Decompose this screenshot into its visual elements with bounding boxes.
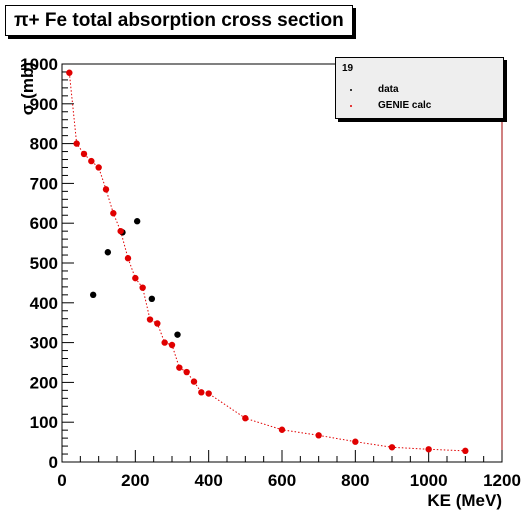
data-point-genie-calc xyxy=(80,150,88,158)
chart-title-box: π+ Fe total absorption cross section xyxy=(5,5,353,36)
data-point-genie-calc xyxy=(161,339,168,346)
data-point-genie-calc xyxy=(88,157,95,165)
data-point-data xyxy=(148,295,156,303)
data-point-genie-calc xyxy=(278,426,286,433)
y-tick-label: 700 xyxy=(30,174,58,193)
y-tick-label: 200 xyxy=(30,373,58,392)
y-tick-label: 600 xyxy=(30,214,58,233)
y-tick-label: 0 xyxy=(49,453,58,472)
data-point-genie-calc xyxy=(146,316,154,323)
x-tick-label: 800 xyxy=(341,471,369,490)
y-tick-label: 900 xyxy=(30,95,58,114)
data-point-genie-calc xyxy=(388,444,396,451)
data-point-genie-calc xyxy=(462,447,469,455)
data-point-data xyxy=(89,291,97,299)
data-point-genie-calc xyxy=(242,415,249,422)
data-point-genie-calc xyxy=(190,378,198,385)
legend-entry-data: data xyxy=(346,84,399,95)
x-tick-label: 200 xyxy=(121,471,149,490)
data-point-genie-calc xyxy=(102,186,110,193)
data-point-genie-calc xyxy=(124,255,132,262)
data-point-genie-calc xyxy=(176,364,183,371)
data-point-genie-calc xyxy=(168,341,176,349)
data-point-genie-calc xyxy=(198,389,205,396)
data-point-genie-calc xyxy=(66,69,73,76)
legend: 19 data GENIE calc xyxy=(335,57,504,119)
data-point-genie-calc xyxy=(183,368,190,376)
x-tick-label: 1200 xyxy=(483,471,521,490)
x-tick-label: 600 xyxy=(268,471,296,490)
legend-marker-data xyxy=(346,85,356,95)
y-axis-label: σ (mb) xyxy=(18,62,37,115)
data-point-genie-calc xyxy=(73,140,80,147)
data-point-genie-calc xyxy=(205,390,212,397)
data-point-genie-calc xyxy=(352,438,359,445)
data-point-data xyxy=(133,218,141,225)
y-tick-label: 300 xyxy=(30,334,58,353)
data-point-genie-calc xyxy=(154,320,161,327)
data-point-genie-calc xyxy=(117,227,124,235)
y-tick-label: 1000 xyxy=(20,55,58,74)
y-tick-label: 500 xyxy=(30,254,58,273)
legend-entry-genie: GENIE calc xyxy=(346,100,431,111)
data-point-genie-calc xyxy=(132,274,139,282)
series-line-genie-calc xyxy=(68,72,466,452)
data-point-data xyxy=(174,331,181,338)
data-point-data xyxy=(104,249,112,256)
x-axis-label: KE (MeV) xyxy=(427,491,502,510)
legend-label-data: data xyxy=(378,84,399,95)
y-tick-label: 400 xyxy=(30,294,58,313)
chart-title: π+ Fe total absorption cross section xyxy=(14,9,344,31)
data-point-genie-calc xyxy=(425,446,432,453)
data-point-genie-calc xyxy=(95,164,102,171)
x-tick-label: 400 xyxy=(194,471,222,490)
data-point-genie-calc xyxy=(315,432,322,439)
legend-marker-genie xyxy=(346,101,356,111)
plot-frame xyxy=(61,63,503,463)
x-tick-label: 1000 xyxy=(410,471,448,490)
y-tick-label: 800 xyxy=(30,135,58,154)
data-point-genie-calc xyxy=(139,284,146,291)
data-point-genie-calc xyxy=(110,210,117,217)
legend-header: 19 xyxy=(342,63,354,74)
y-tick-label: 100 xyxy=(30,413,58,432)
legend-label-genie: GENIE calc xyxy=(378,100,432,111)
x-tick-label: 0 xyxy=(57,471,66,490)
